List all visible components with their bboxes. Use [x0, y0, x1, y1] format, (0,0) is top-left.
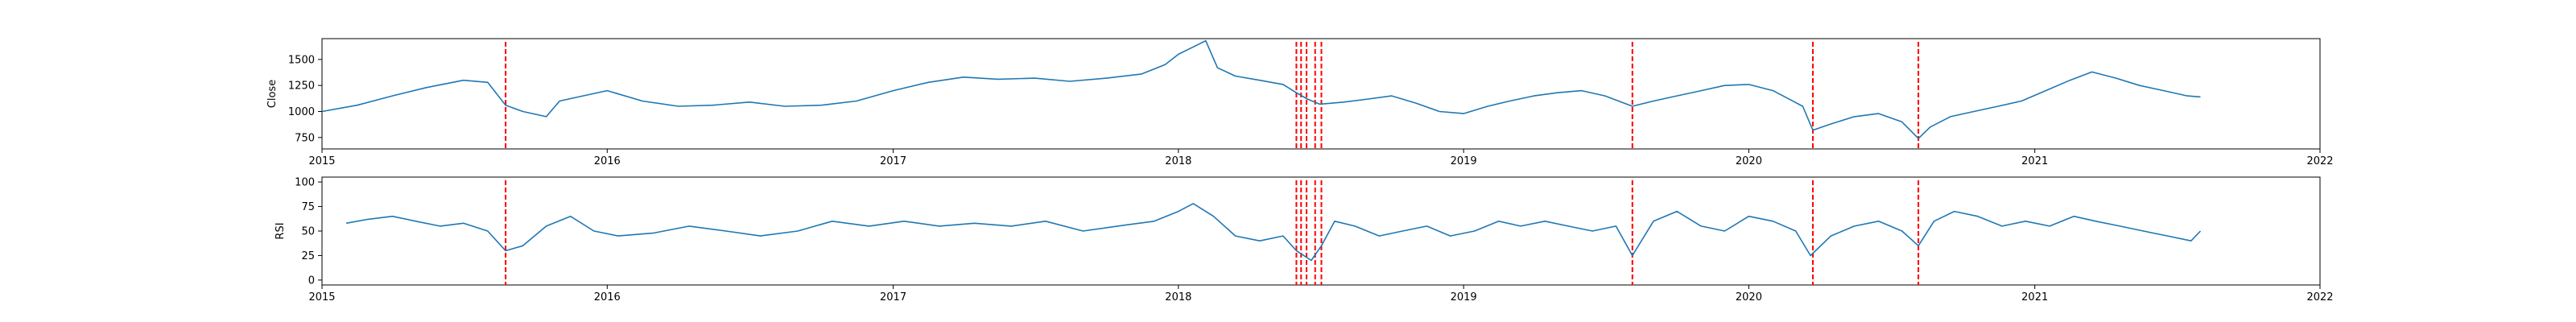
x-tick-label: 2015	[308, 291, 335, 303]
y-tick-label: 1000	[288, 106, 315, 118]
y-tick-label: 1500	[288, 54, 315, 66]
close-price-panel: 750 1000 1250 1500 2015 2016 2017 2018 2019 2020…	[266, 38, 2334, 167]
x-tick-label: 2020	[1736, 291, 1762, 303]
y-tick-label: 100	[295, 177, 315, 189]
x-tick-label: 2019	[1451, 291, 1477, 303]
y-tick-label: 75	[301, 201, 315, 213]
rsi-x-axis: 2015 2016 2017 2018 2019 2020 2021 2022	[308, 285, 2334, 303]
x-tick-label: 2021	[2021, 291, 2048, 303]
x-tick-label: 2016	[594, 155, 621, 167]
y-tick-label: 50	[301, 226, 315, 238]
close-series	[321, 39, 2201, 139]
rsi-y-axis-label: RSI	[275, 222, 287, 239]
close-y-axis-label: Close	[266, 80, 279, 108]
y-tick-label: 750	[295, 132, 315, 144]
x-tick-label: 2017	[880, 155, 906, 167]
x-tick-label: 2016	[594, 291, 621, 303]
x-tick-label: 2021	[2021, 155, 2048, 167]
x-tick-label: 2020	[1736, 155, 1762, 167]
x-tick-label: 2015	[308, 155, 335, 167]
x-tick-label: 2018	[1165, 291, 1191, 303]
rsi-event-lines	[505, 180, 1920, 285]
y-tick-label: 25	[301, 250, 315, 262]
close-x-axis: 2015 2016 2017 2018 2019 2020 2021 2022	[308, 149, 2334, 167]
close-y-axis: 750 1000 1250 1500	[288, 54, 322, 144]
x-tick-label: 2017	[880, 291, 906, 303]
close-plot-frame	[321, 38, 2321, 150]
rsi-y-axis: 0 25 50 75 100	[295, 177, 322, 287]
x-tick-label: 2022	[2306, 155, 2333, 167]
y-tick-label: 0	[308, 275, 315, 287]
x-tick-label: 2019	[1451, 155, 1477, 167]
series-line	[321, 39, 2201, 139]
series-line	[345, 203, 2202, 262]
x-tick-label: 2022	[2306, 291, 2333, 303]
close-event-lines	[505, 42, 1920, 149]
x-tick-label: 2018	[1165, 155, 1191, 167]
rsi-series	[345, 203, 2202, 262]
y-tick-label: 1250	[288, 80, 315, 93]
